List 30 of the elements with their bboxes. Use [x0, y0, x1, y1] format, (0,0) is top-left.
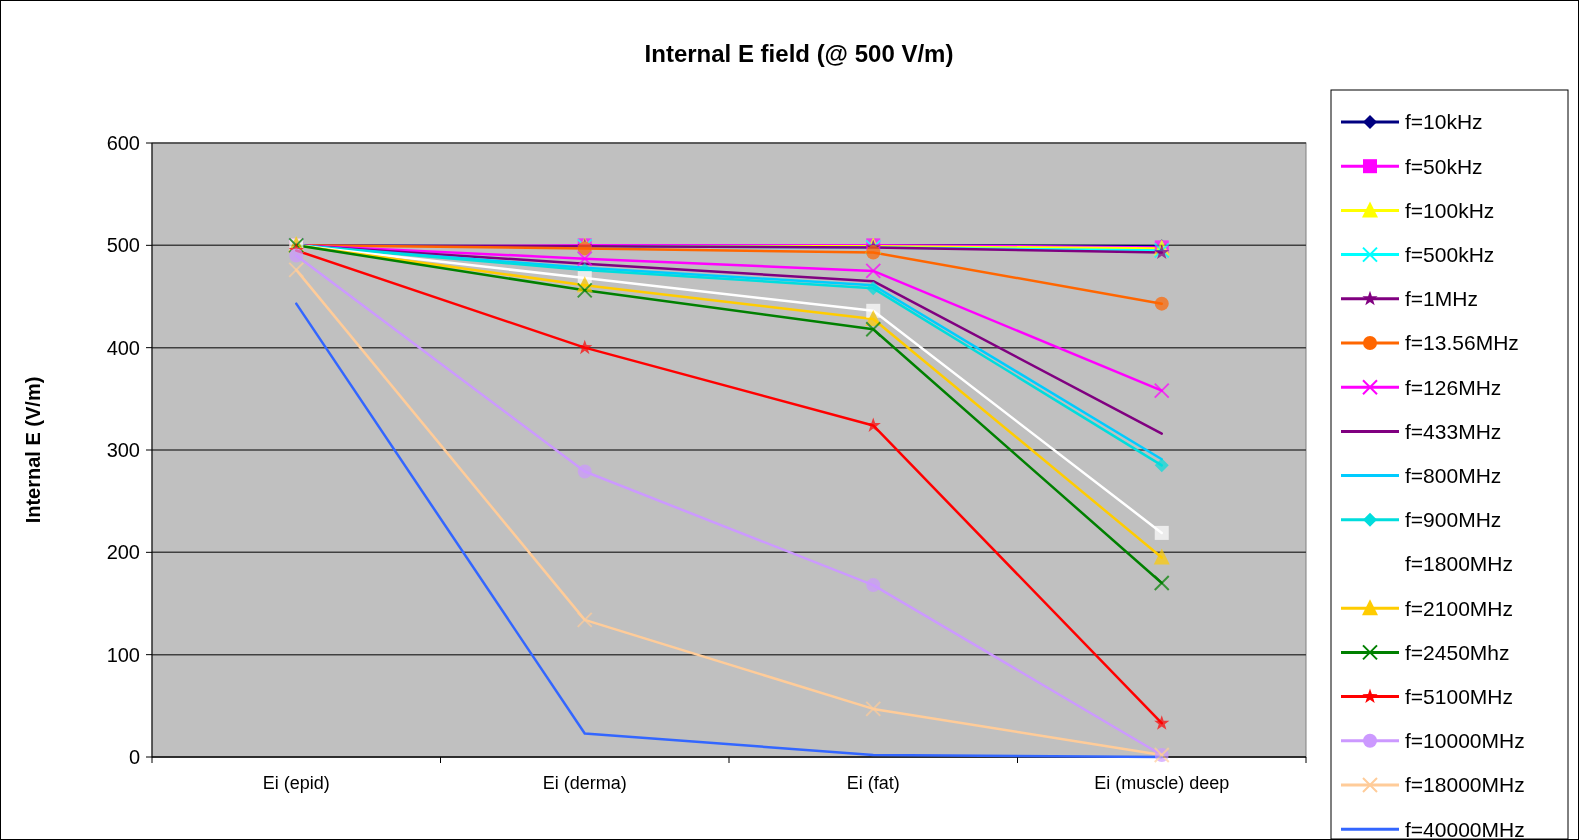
legend-label: f=433MHz [1405, 419, 1502, 443]
y-tick-label: 300 [106, 439, 140, 461]
legend-label: f=100kHz [1405, 198, 1495, 222]
text: f=1800MHz [1405, 552, 1513, 576]
y-tick-label: 500 [106, 234, 140, 257]
y-tick-label: 600 [106, 132, 140, 154]
y-tick-label: 0 [128, 746, 140, 768]
legend-label: f=10kHz [1405, 110, 1483, 134]
legend-label: f=50kHz [1405, 154, 1483, 178]
x-tick-label: Ei (derma) [542, 773, 627, 793]
legend-label: f=5100MHz [1405, 684, 1513, 708]
legend-label: f=18000MHz [1405, 773, 1525, 797]
x-tick-label: Ei (fat) [846, 773, 900, 793]
legend-label: f=10000MHz [1405, 729, 1525, 753]
x-tick-label: Ei (epid) [262, 773, 330, 793]
legend-label: f=126MHz [1405, 375, 1502, 399]
chart-title: Internal E field (@ 500 V/m) [644, 40, 954, 67]
y-tick-label: 200 [106, 541, 140, 564]
legend-label: f=500kHz [1405, 242, 1495, 266]
y-tick-label: 100 [106, 643, 140, 666]
legend-label: f=1MHz [1405, 287, 1478, 311]
x-tick-label: Ei (muscle) deep [1094, 773, 1230, 793]
legend-label: f=800MHz [1405, 463, 1502, 487]
legend-label: f=900MHz [1405, 508, 1502, 532]
legend-label: f=2100MHz [1405, 596, 1513, 620]
y-axis-title: Internal E (V/m) [22, 376, 44, 524]
legend-label: f=40000MHz [1405, 817, 1525, 840]
legend-label: f=2450Mhz [1405, 640, 1510, 664]
legend-label: f=13.56MHz [1405, 331, 1519, 355]
y-tick-label: 400 [106, 336, 140, 359]
